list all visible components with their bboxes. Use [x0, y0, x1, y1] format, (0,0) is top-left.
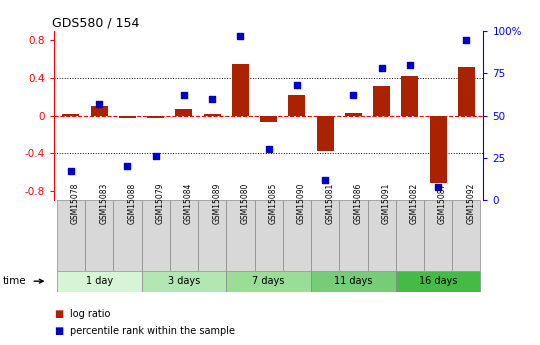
Bar [339, 200, 368, 271]
Bar [283, 200, 311, 271]
Text: ■: ■ [54, 309, 63, 319]
Text: GDS580 / 154: GDS580 / 154 [52, 17, 139, 30]
Text: GSM15089: GSM15089 [212, 182, 221, 224]
Point [208, 96, 217, 101]
Point [434, 184, 442, 189]
Text: GSM15082: GSM15082 [410, 182, 419, 224]
Text: GSM15084: GSM15084 [184, 182, 193, 224]
Bar [226, 271, 311, 292]
Bar [396, 271, 481, 292]
Point [321, 177, 329, 183]
Text: GSM15088: GSM15088 [127, 182, 137, 224]
Point [66, 169, 75, 174]
Text: time: time [3, 276, 26, 286]
Bar [288, 95, 305, 116]
Bar [204, 114, 221, 116]
Text: GSM15081: GSM15081 [325, 182, 334, 224]
Bar [232, 64, 249, 116]
Bar [345, 113, 362, 116]
Point [236, 33, 245, 39]
Bar [316, 116, 334, 151]
Bar [373, 86, 390, 116]
Bar [170, 200, 198, 271]
Bar [424, 200, 452, 271]
Bar [198, 200, 226, 271]
Bar [147, 116, 164, 118]
Text: 11 days: 11 days [334, 276, 373, 286]
Bar [226, 200, 254, 271]
Bar [260, 116, 277, 122]
Point [151, 154, 160, 159]
Bar [401, 76, 418, 116]
Point [293, 82, 301, 88]
Text: 1 day: 1 day [86, 276, 113, 286]
Bar [311, 271, 396, 292]
Bar [113, 200, 141, 271]
Text: GSM15083: GSM15083 [99, 182, 108, 224]
Bar [91, 106, 107, 116]
Point [462, 37, 471, 42]
Text: 3 days: 3 days [168, 276, 200, 286]
Bar [176, 109, 192, 116]
Point [406, 62, 414, 68]
Text: GSM15079: GSM15079 [156, 182, 165, 224]
Bar [452, 200, 481, 271]
Bar [368, 200, 396, 271]
Text: 7 days: 7 days [253, 276, 285, 286]
Text: 16 days: 16 days [419, 276, 457, 286]
Text: percentile rank within the sample: percentile rank within the sample [70, 326, 235, 336]
Bar [85, 200, 113, 271]
Bar [254, 200, 283, 271]
Point [265, 147, 273, 152]
Bar [57, 271, 141, 292]
Point [180, 92, 188, 98]
Text: GSM15086: GSM15086 [353, 182, 362, 224]
Point [377, 66, 386, 71]
Text: GSM15091: GSM15091 [382, 182, 390, 224]
Bar [396, 200, 424, 271]
Bar [141, 271, 226, 292]
Bar [119, 116, 136, 118]
Text: GSM15085: GSM15085 [269, 182, 278, 224]
Text: GSM15078: GSM15078 [71, 182, 80, 224]
Point [123, 164, 132, 169]
Text: ■: ■ [54, 326, 63, 336]
Point [349, 92, 357, 98]
Text: GSM15087: GSM15087 [438, 182, 447, 224]
Bar [430, 116, 447, 183]
Point [95, 101, 104, 107]
Text: GSM15092: GSM15092 [467, 182, 475, 224]
Bar [63, 114, 79, 116]
Text: log ratio: log ratio [70, 309, 111, 319]
Bar [311, 200, 339, 271]
Bar [458, 67, 475, 116]
Text: GSM15090: GSM15090 [297, 182, 306, 224]
Bar [141, 200, 170, 271]
Bar [57, 200, 85, 271]
Text: GSM15080: GSM15080 [240, 182, 249, 224]
